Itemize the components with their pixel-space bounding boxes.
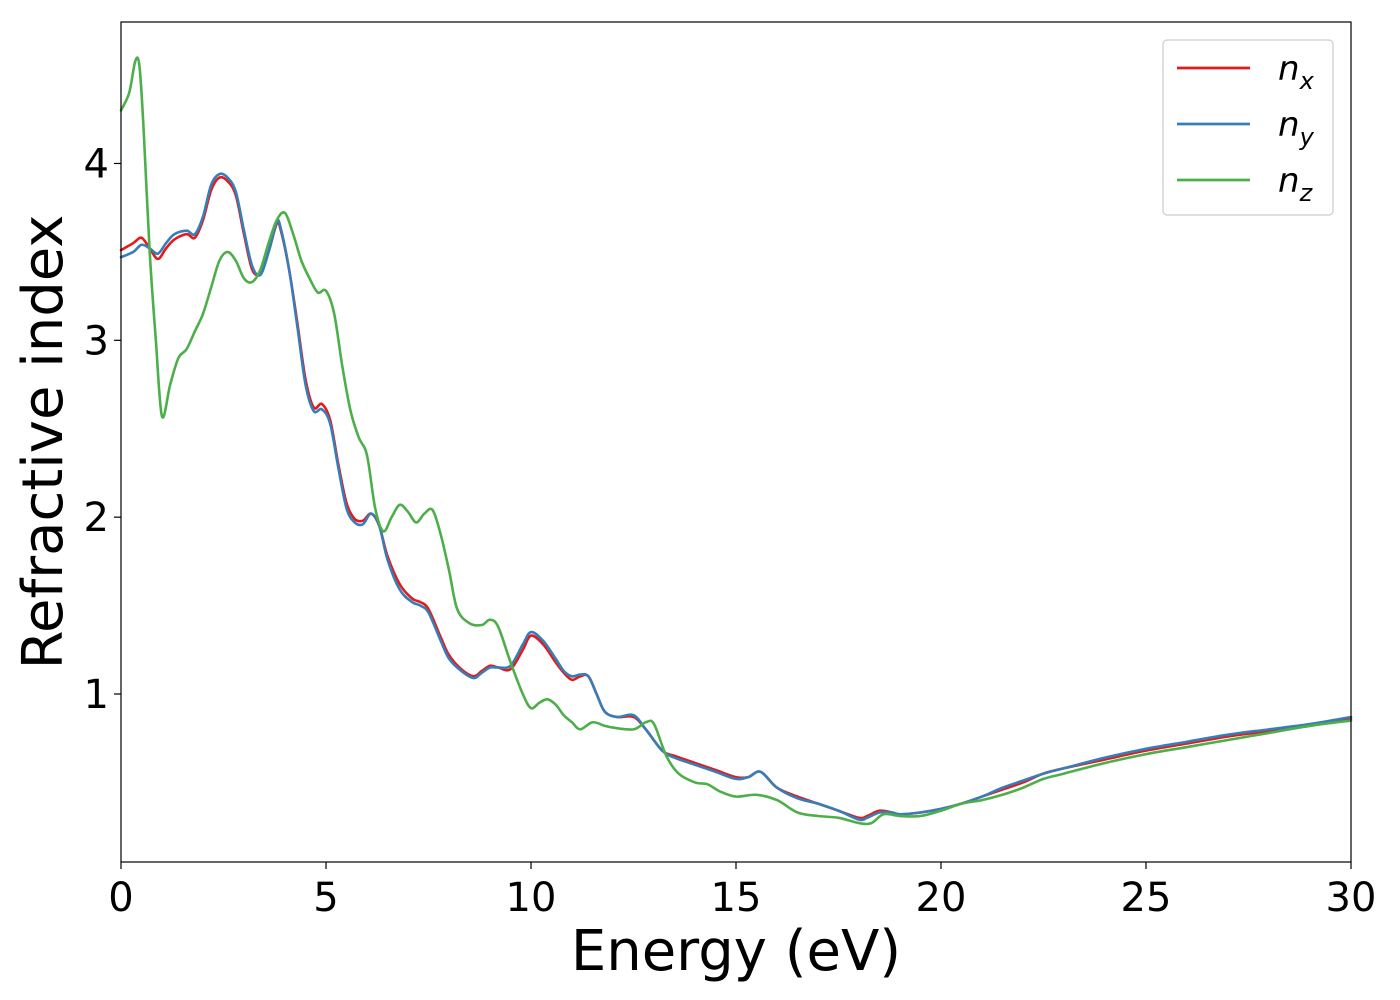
y-tick-label: 2 (84, 495, 109, 541)
x-tick-label: 25 (1121, 875, 1172, 921)
x-tick-label: 15 (711, 875, 762, 921)
y-tick-label: 4 (84, 141, 109, 187)
y-tick-label: 3 (84, 318, 109, 364)
legend-label-base: n (1278, 105, 1300, 145)
legend-label-y: ny (1278, 105, 1315, 151)
legend-label-subscript: x (1299, 67, 1315, 95)
x-tick-label: 10 (506, 875, 557, 921)
legend-label-z: nz (1278, 161, 1314, 207)
legend-box (1162, 39, 1334, 216)
x-tick-label: 30 (1326, 875, 1377, 921)
legend-label-x: nx (1278, 49, 1315, 95)
legend-label-base: n (1278, 161, 1300, 201)
legend-label-subscript: y (1299, 123, 1315, 151)
x-axis: 0 5 10 15 20 25 30 (108, 862, 1376, 921)
x-tick-label: 20 (916, 875, 967, 921)
x-tick-label: 5 (313, 875, 338, 921)
series-layer (119, 56, 1353, 826)
y-axis: 1 2 3 4 (84, 141, 121, 718)
y-axis-label: Refractive index (11, 215, 76, 670)
series-line-n-z (119, 56, 1353, 826)
y-tick-label: 1 (84, 672, 109, 718)
legend-label-base: n (1278, 49, 1300, 89)
x-axis-label: Energy (eV) (571, 919, 901, 984)
legend-label-subscript: z (1299, 179, 1314, 207)
x-tick-label: 0 (108, 875, 133, 921)
plot-background (121, 22, 1351, 862)
